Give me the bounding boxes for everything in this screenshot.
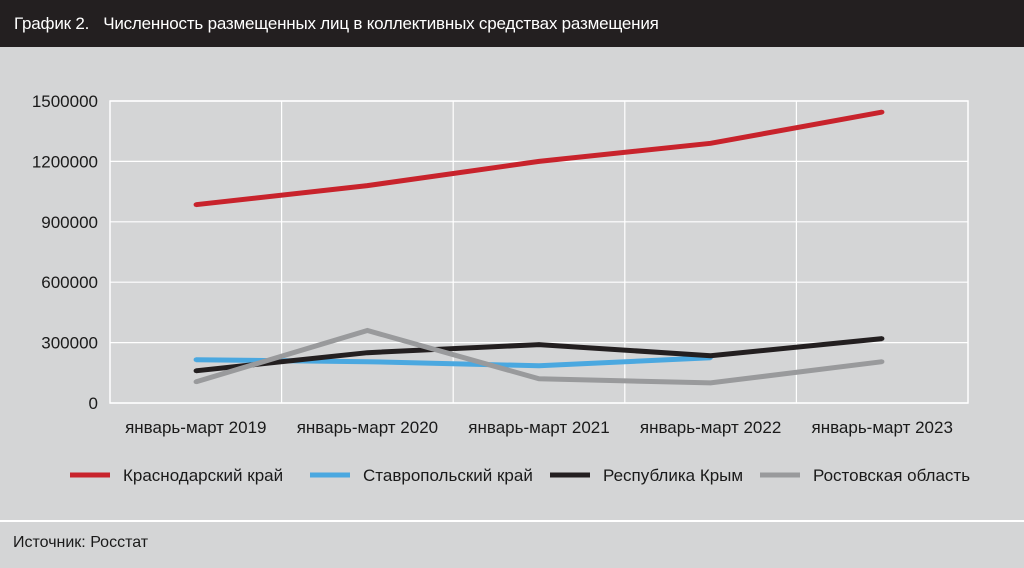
data-point <box>536 363 542 368</box>
x-tick-label: январь-март 2020 <box>297 418 438 437</box>
data-point <box>708 353 713 358</box>
data-point <box>880 359 885 364</box>
legend-item: Ставропольский край <box>310 466 533 485</box>
chart-area: 0 300000 600000 900000 1200000 1500000 январь… <box>0 47 1024 520</box>
data-point <box>193 368 198 373</box>
data-point <box>193 202 198 207</box>
legend-label: Краснодарский край <box>123 466 283 485</box>
y-tick-label: 300000 <box>41 334 98 353</box>
data-point <box>193 379 198 385</box>
legend-label: Республика Крым <box>603 466 743 485</box>
plot-area <box>109 100 969 404</box>
y-tick-label: 0 <box>89 394 98 413</box>
data-point <box>365 350 370 355</box>
x-tick-label: январь-март 2023 <box>811 418 952 437</box>
legend-item: Ростовская область <box>760 466 970 485</box>
y-tick-label: 600000 <box>41 273 98 292</box>
data-point <box>536 342 542 347</box>
footer-divider <box>0 520 1024 522</box>
data-point <box>880 109 885 115</box>
data-point <box>708 380 713 386</box>
y-tick-label: 1500000 <box>32 92 98 111</box>
source-note: Источник: Росстат <box>13 534 149 551</box>
x-tick-label: январь-март 2022 <box>640 418 781 437</box>
y-tick-label: 900000 <box>41 213 98 232</box>
data-point <box>880 336 885 341</box>
x-tick-label: январь-март 2021 <box>468 418 609 437</box>
data-point <box>365 359 370 364</box>
legend-label: Ставропольский край <box>363 466 533 485</box>
data-point <box>536 159 542 164</box>
chart-number: График 2. <box>14 13 90 33</box>
chart-title: Численность размещенных лиц в коллективн… <box>103 13 659 33</box>
data-point <box>365 183 370 188</box>
data-point <box>365 328 370 333</box>
chart-header: График 2. Численность размещенных лиц в … <box>0 0 1024 47</box>
data-point <box>536 376 542 382</box>
data-point <box>708 141 713 146</box>
y-tick-label: 1200000 <box>32 152 98 171</box>
legend-label: Ростовская область <box>813 466 970 485</box>
data-point <box>193 357 198 362</box>
legend-item: Краснодарский край <box>70 466 283 485</box>
legend-item: Республика Крым <box>550 466 743 485</box>
line-chart: 0 300000 600000 900000 1200000 1500000 январь… <box>32 92 970 485</box>
x-tick-label: январь-март 2019 <box>125 418 266 437</box>
